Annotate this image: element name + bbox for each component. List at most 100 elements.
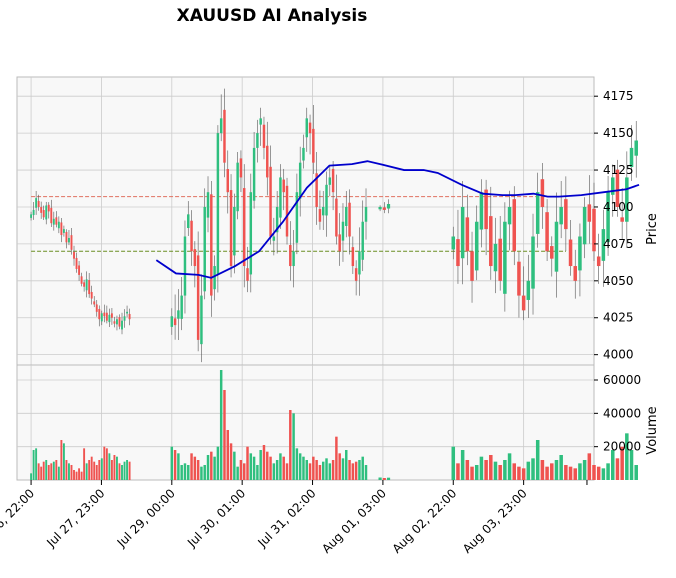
candle-body — [606, 192, 610, 243]
candle-body — [50, 207, 53, 224]
x-tick-label: Aug 01, 03:00 — [319, 486, 389, 556]
volume-bar — [183, 463, 187, 480]
volume-bar — [37, 463, 40, 480]
volume-bar — [90, 456, 93, 480]
candle-body — [73, 251, 75, 259]
moving-average — [155, 160, 640, 279]
volume-bar — [298, 453, 302, 480]
volume-bar — [40, 466, 43, 480]
x-tick-label: Jul 27, 23:00 — [43, 486, 107, 550]
candle-body — [354, 268, 358, 281]
candle-body — [531, 236, 535, 289]
candle-body — [634, 140, 638, 156]
volume-bar — [118, 463, 121, 480]
volume-bar — [289, 410, 292, 480]
candle-body — [302, 147, 305, 161]
volume-bar — [57, 466, 60, 480]
volume-bar — [196, 460, 200, 480]
volume-bar — [83, 448, 86, 480]
candle-body — [173, 318, 177, 326]
candle-body — [321, 206, 325, 216]
candle-body — [596, 256, 601, 267]
candle-body — [550, 246, 554, 259]
candle-body — [196, 255, 200, 340]
volume-bar — [512, 463, 517, 480]
volume-bar — [45, 460, 48, 480]
candle-body — [578, 236, 582, 271]
candle-body — [177, 310, 180, 319]
volume-bar — [203, 465, 206, 480]
volume-bar — [266, 451, 269, 480]
volume-bar — [312, 456, 315, 480]
candle-body — [85, 279, 88, 291]
volume-bar — [213, 456, 216, 480]
price-candles — [30, 88, 638, 363]
volume-bar — [50, 463, 53, 480]
volume-bar — [95, 465, 98, 480]
volume-bar — [206, 455, 210, 480]
candle-body — [170, 316, 174, 327]
volume-bar — [331, 460, 335, 480]
candle-body — [193, 249, 197, 267]
volume-bar — [315, 460, 318, 480]
volume-bar — [338, 453, 341, 480]
candle-body — [90, 291, 93, 299]
volume-bars — [30, 370, 638, 480]
candle-body — [512, 199, 517, 252]
volume-bar — [75, 471, 78, 480]
candle-body — [108, 314, 111, 323]
volume-bar — [275, 460, 279, 480]
volume-bar — [126, 460, 129, 480]
volume-bar — [460, 450, 465, 480]
volume-bar — [634, 465, 638, 480]
volume-bar — [256, 465, 259, 480]
volume-bar — [540, 460, 545, 480]
volume-bar — [526, 461, 531, 480]
volume-bar — [611, 450, 615, 480]
volume-bar — [65, 460, 68, 480]
volume-bar — [246, 446, 249, 480]
volume-bar — [62, 443, 65, 480]
volume-bar — [545, 466, 549, 480]
candle-body — [68, 237, 70, 243]
volume-bar — [493, 461, 498, 480]
volume-bar — [285, 463, 289, 480]
candle-body — [289, 245, 292, 267]
volume-bar — [116, 456, 118, 480]
volume-bar — [559, 455, 563, 480]
candle-body — [331, 168, 335, 193]
candle-body — [30, 214, 33, 218]
volume-bar — [484, 460, 488, 480]
volume-y-ticks: 20000 40000 60000 — [594, 373, 641, 454]
volume-bar — [361, 456, 364, 480]
volume-bar — [295, 448, 299, 480]
candle-body — [262, 124, 266, 148]
volume-bar — [345, 450, 348, 480]
volume-bar — [351, 463, 355, 480]
candle-body — [315, 173, 318, 207]
candle-body — [601, 229, 606, 261]
candle-body — [37, 200, 40, 207]
price-tick-label: 4000 — [603, 348, 634, 362]
price-gridlines — [17, 77, 594, 365]
candle-body — [484, 189, 488, 230]
candle-body — [348, 202, 351, 237]
candle-body — [88, 280, 91, 295]
candle-body — [382, 207, 386, 210]
volume-bar — [60, 440, 63, 480]
candle-body — [545, 212, 549, 252]
volume-bar — [229, 443, 233, 480]
candle-body — [279, 177, 282, 218]
candle-body — [298, 162, 302, 199]
candle-body — [78, 265, 81, 275]
candle-body — [105, 312, 108, 321]
volume-bar — [507, 453, 512, 480]
candle-body — [295, 192, 299, 243]
candle-body — [223, 109, 226, 163]
volume-bar — [242, 463, 246, 480]
volume-bar — [279, 453, 282, 480]
candle-body — [62, 229, 65, 233]
volume-bar — [282, 456, 285, 480]
candle-body — [305, 118, 308, 138]
volume-bar — [226, 430, 229, 480]
